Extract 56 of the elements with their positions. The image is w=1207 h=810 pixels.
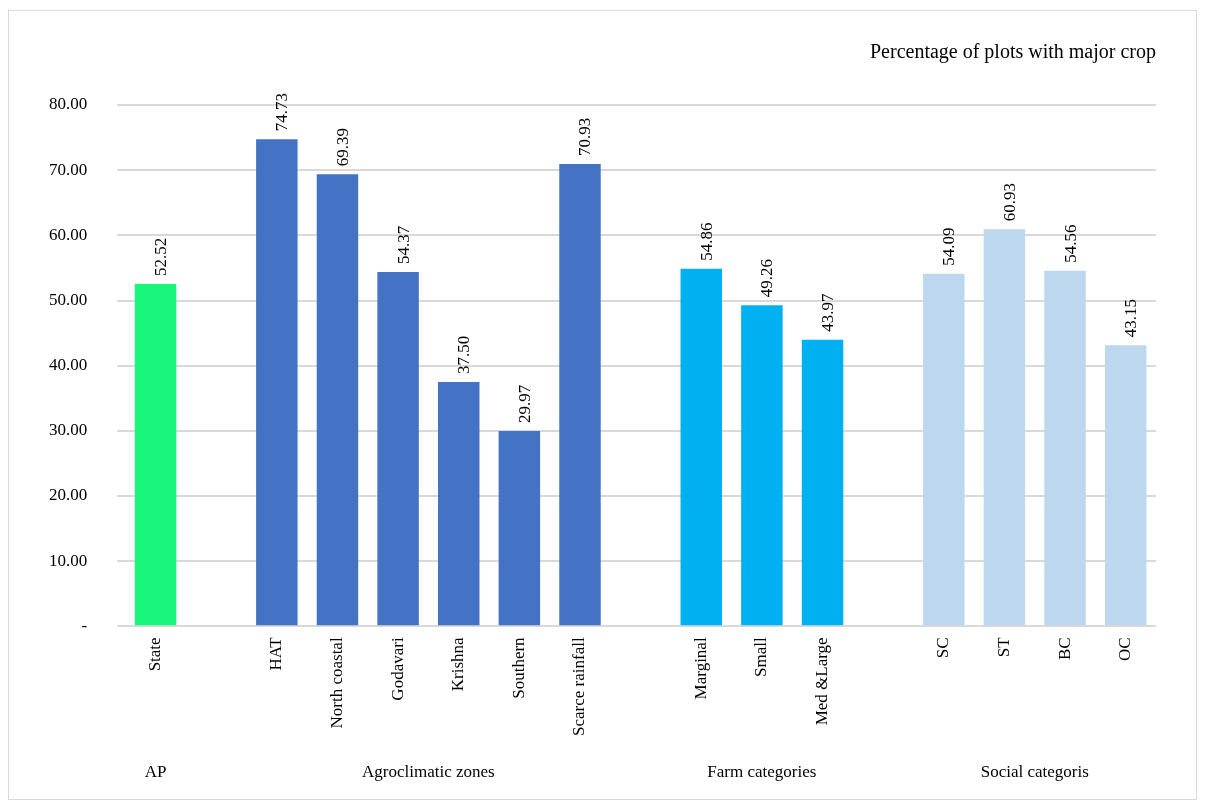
data-label: 69.39 xyxy=(332,127,352,167)
text: Farm categories xyxy=(707,762,817,782)
x-tick-label: SC xyxy=(933,637,953,659)
x-tick-label: Krishna xyxy=(448,636,468,692)
y-tick-label: 80.00 xyxy=(49,94,88,114)
x-tick-label: Small xyxy=(751,637,771,678)
y-tick-label: 20.00 xyxy=(49,485,88,505)
data-label: 52.52 xyxy=(151,237,171,277)
x-tick-label: Scarce rainfall xyxy=(569,637,589,737)
x-tick-label: HAT xyxy=(266,636,286,671)
data-label: 43.97 xyxy=(817,293,837,332)
bar xyxy=(801,339,844,626)
y-tick-label: 30.00 xyxy=(49,420,88,440)
chart-title: Percentage of plots with major crop xyxy=(869,40,1156,64)
text: Social categoris xyxy=(980,762,1089,782)
bar xyxy=(316,174,359,626)
x-tick-label: ST xyxy=(993,636,1013,658)
text: Agroclimatic zones xyxy=(362,762,495,782)
y-tick-label: 50.00 xyxy=(49,289,88,309)
data-label: 43.15 xyxy=(1121,298,1141,338)
bar xyxy=(1104,345,1147,626)
bar xyxy=(983,229,1026,626)
bar xyxy=(498,431,541,626)
bar xyxy=(134,284,177,626)
y-tick-label: 10.00 xyxy=(49,550,88,570)
y-tick-label: - xyxy=(81,615,88,635)
data-label: 54.09 xyxy=(939,227,959,266)
x-tick-label: Southern xyxy=(508,636,528,699)
x-tick-label: Godavari xyxy=(387,637,407,701)
x-tick-label: State xyxy=(145,637,165,672)
bar xyxy=(377,272,419,626)
data-label: 54.37 xyxy=(393,225,413,265)
bar xyxy=(741,305,783,626)
y-tick-label: 40.00 xyxy=(49,355,88,375)
x-tick-label: North coastal xyxy=(326,637,346,729)
x-tick-label: OC xyxy=(1115,637,1135,661)
data-label: 37.50 xyxy=(454,335,474,374)
x-tick-label: Med &Large xyxy=(811,637,831,726)
bar xyxy=(1044,270,1086,626)
data-label: 74.73 xyxy=(272,93,292,132)
x-tick-label: BC xyxy=(1054,637,1074,661)
data-label: 70.93 xyxy=(575,117,595,157)
data-label: 54.56 xyxy=(1060,224,1080,263)
bar xyxy=(559,164,601,626)
bar xyxy=(680,268,722,626)
bar xyxy=(437,381,480,626)
data-label: 49.26 xyxy=(757,259,777,298)
y-tick-label: 70.00 xyxy=(49,159,88,179)
data-label: 54.86 xyxy=(696,222,716,261)
text: AP xyxy=(144,762,167,782)
x-tick-label: Marginal xyxy=(690,637,710,700)
data-label: 60.93 xyxy=(999,183,1019,222)
y-tick-label: 60.00 xyxy=(49,224,88,244)
data-label: 29.97 xyxy=(514,384,534,424)
bar xyxy=(256,139,298,626)
bar xyxy=(923,273,965,626)
